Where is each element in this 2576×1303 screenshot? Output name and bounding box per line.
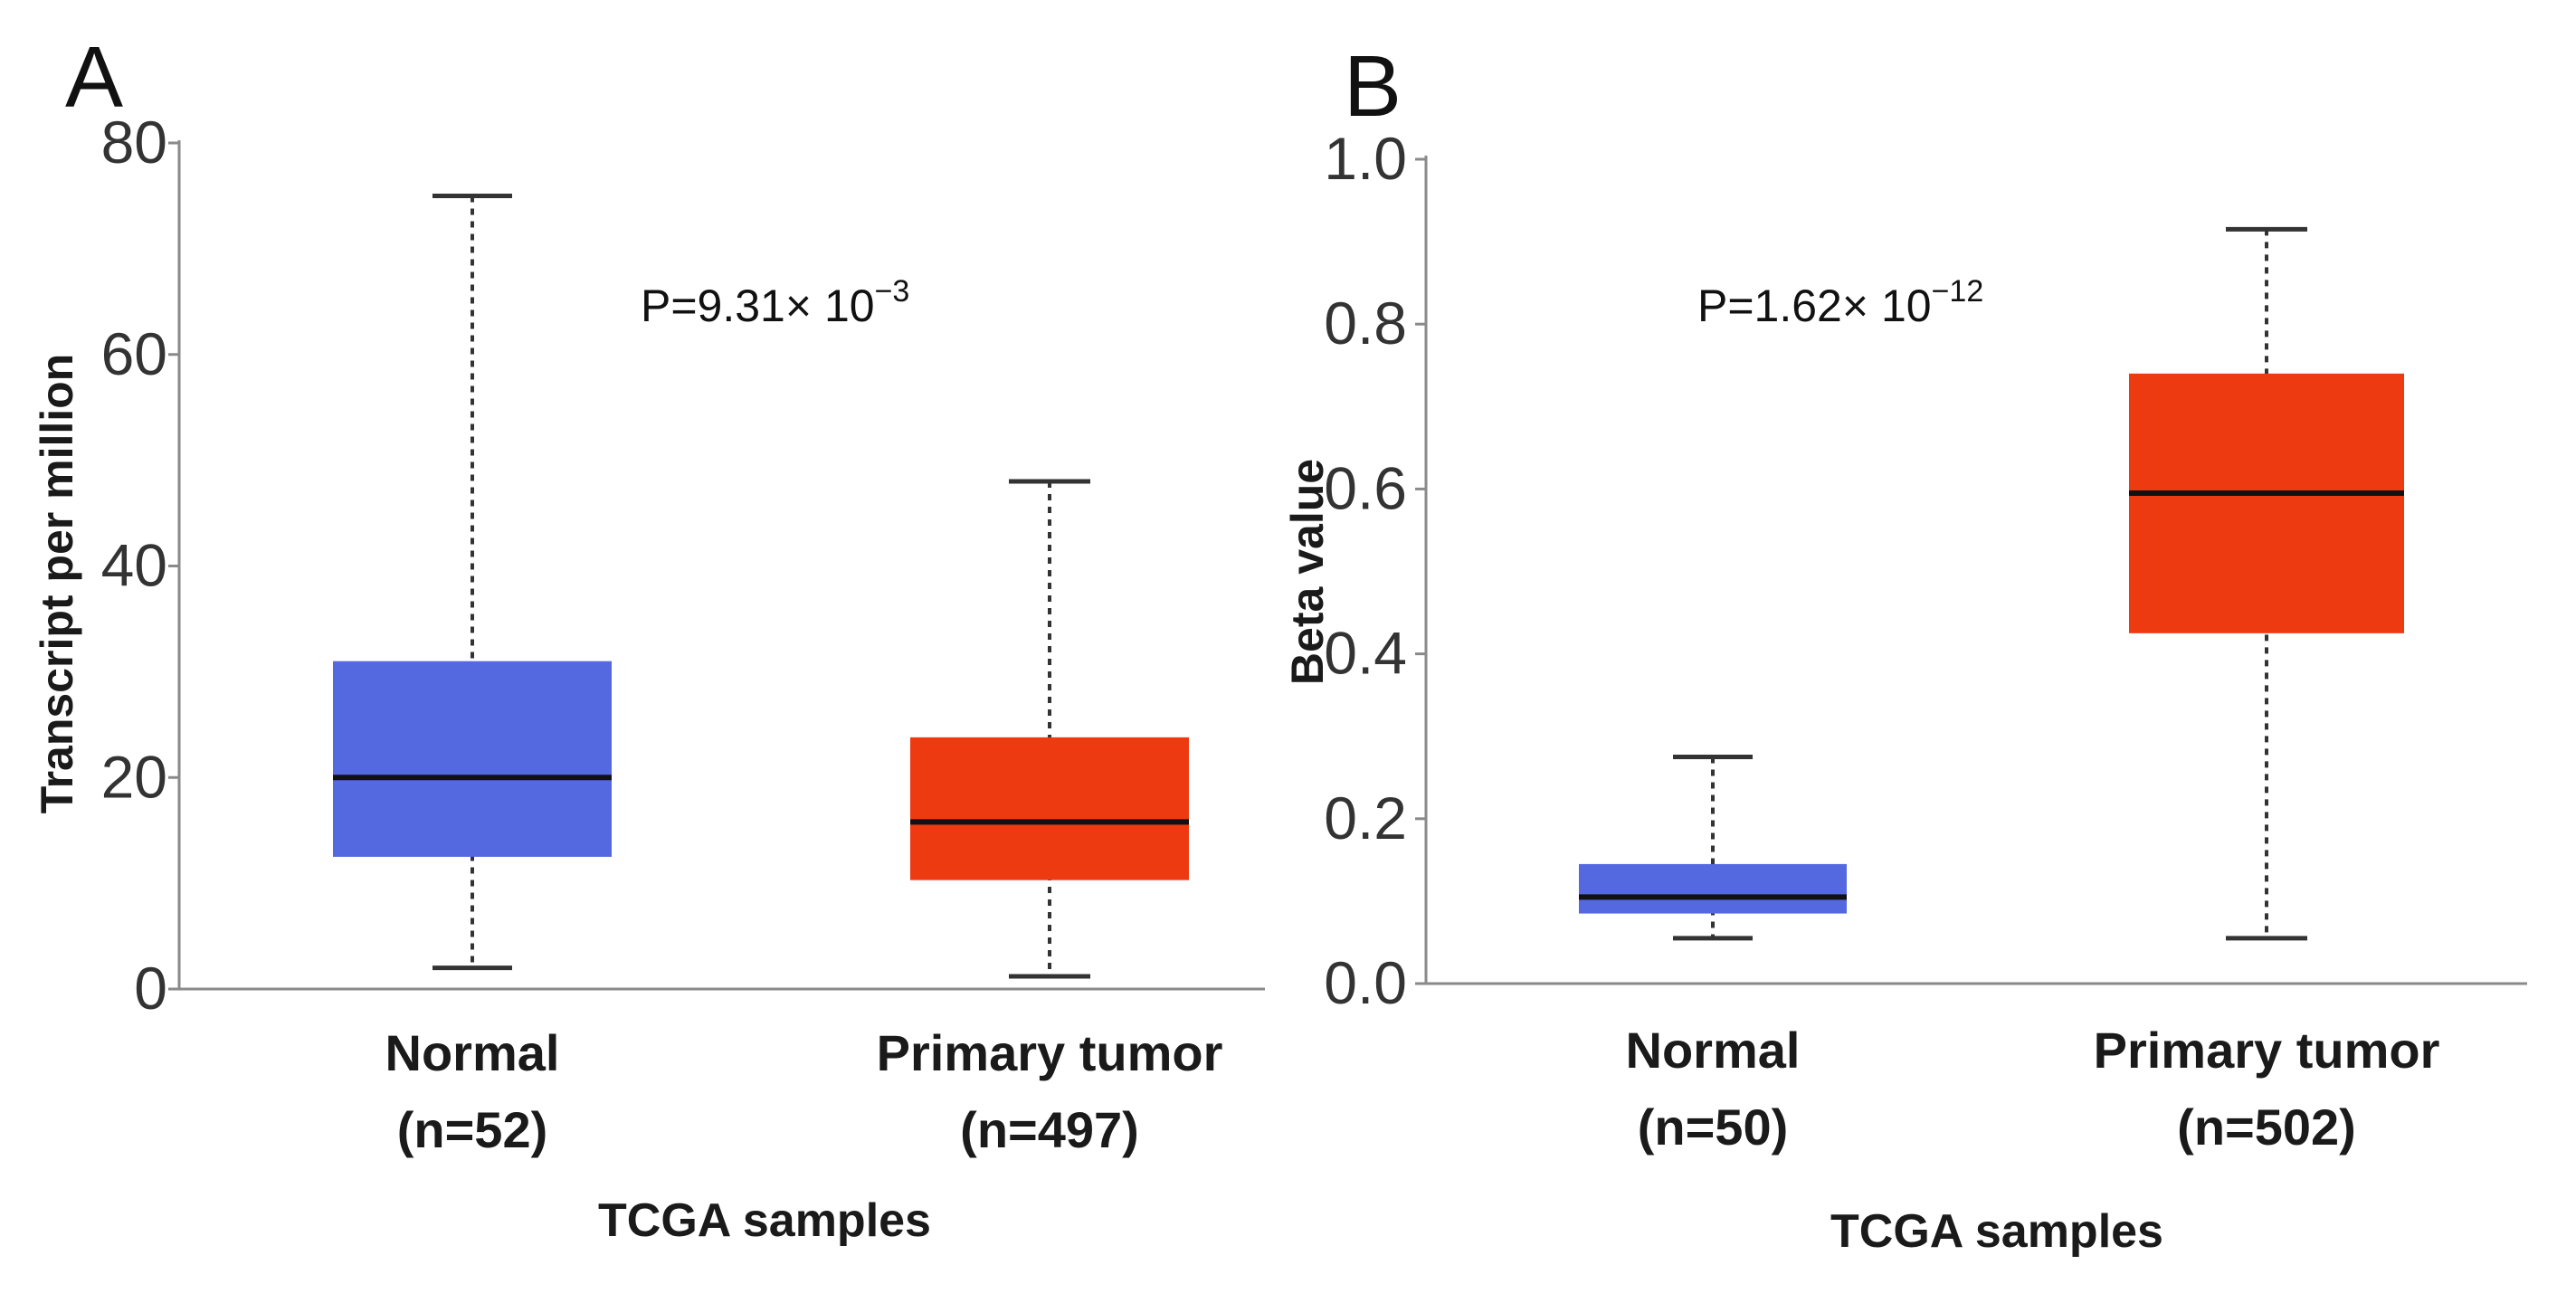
y-tick-label: 20 <box>101 743 167 810</box>
p-value-base: P=1.62× 10 <box>1697 281 1932 331</box>
y-tick-label: 40 <box>101 532 167 599</box>
y-tick-label: 0.6 <box>1324 454 1407 521</box>
category-label: Primary tumor <box>2094 1022 2440 1079</box>
y-tick-label: 0 <box>134 955 167 1022</box>
category-count: (n=52) <box>397 1101 548 1158</box>
y-tick-label: 0.0 <box>1324 949 1407 1016</box>
box-iqr <box>333 661 612 857</box>
category-label: Primary tumor <box>877 1024 1223 1081</box>
chart-panel-b: B 0.0 0.2 0.4 0.6 0.8 1.0 Beta value Normal (n=50… <box>1282 38 2527 1258</box>
p-value-annotation: P=1.62× 10−12 <box>1697 274 1983 331</box>
y-tick-label: 60 <box>101 320 167 387</box>
panel-letter: A <box>65 29 123 126</box>
p-value-annotation: P=9.31× 10−3 <box>641 274 909 331</box>
box-iqr <box>910 737 1189 880</box>
category-count: (n=502) <box>2177 1099 2356 1156</box>
x-axis-label: TCGA samples <box>598 1194 931 1247</box>
y-tick-label: 0.8 <box>1324 290 1407 357</box>
y-tick-label: 0.4 <box>1324 620 1407 687</box>
box-primary-tumor: Primary tumor (n=502) <box>2094 226 2440 1156</box>
y-axis-label: Beta value <box>1282 459 1333 685</box>
y-axis-label: Transcript per million <box>32 354 82 813</box>
x-axis-label: TCGA samples <box>1830 1205 2163 1258</box>
category-count: (n=50) <box>1638 1099 1789 1156</box>
y-tick-label: 1.0 <box>1324 125 1407 192</box>
chart-panel-a: A 0 20 40 60 80 Transcript per million Normal (n… <box>32 29 1265 1247</box>
y-tick-label: 0.2 <box>1324 785 1407 851</box>
category-label: Normal <box>1626 1022 1801 1079</box>
p-value-exponent: −3 <box>875 274 910 309</box>
box-iqr <box>1579 863 1847 914</box>
box-primary-tumor: Primary tumor (n=497) <box>877 479 1223 1158</box>
box-iqr <box>2129 373 2404 633</box>
box-normal: Normal (n=50) <box>1579 754 1847 1156</box>
p-value-base: P=9.31× 10 <box>641 281 875 331</box>
category-label: Normal <box>385 1024 560 1081</box>
box-normal: Normal (n=52) <box>333 193 612 1158</box>
p-value-exponent: −12 <box>1932 274 1984 309</box>
category-count: (n=497) <box>960 1101 1139 1158</box>
panel-letter: B <box>1344 38 1402 135</box>
y-tick-label: 80 <box>101 109 167 176</box>
